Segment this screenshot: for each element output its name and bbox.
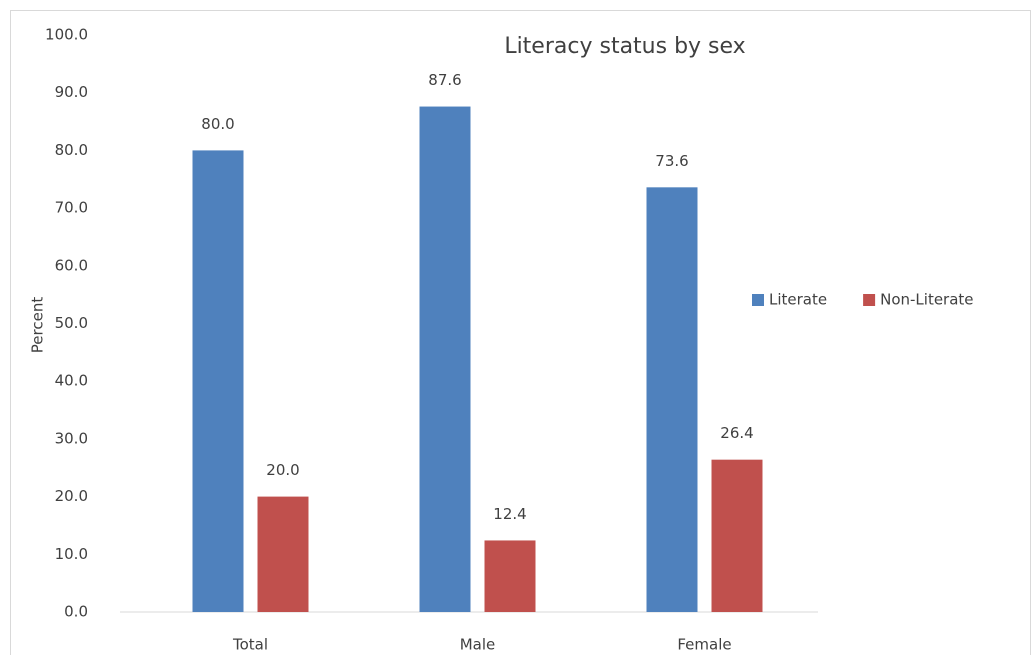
y-tick-label: 60.0 — [55, 256, 88, 274]
legend-label: Non-Literate — [880, 291, 973, 309]
y-tick-label: 10.0 — [55, 545, 88, 563]
x-tick-label: Female — [677, 636, 731, 654]
bar — [484, 540, 536, 612]
legend-label: Literate — [769, 291, 827, 309]
bar — [711, 459, 763, 612]
value-label: 12.4 — [493, 505, 526, 523]
bar — [192, 150, 244, 612]
value-label: 87.6 — [428, 71, 461, 89]
y-tick-label: 90.0 — [55, 83, 88, 101]
y-tick-label: 50.0 — [55, 314, 88, 332]
y-tick-label: 0.0 — [64, 603, 88, 621]
bar — [419, 106, 471, 612]
legend-swatch — [863, 294, 876, 306]
chart-border — [10, 10, 1031, 659]
bar — [646, 187, 698, 612]
value-label: 73.6 — [655, 152, 688, 170]
y-tick-label: 40.0 — [55, 372, 88, 390]
value-label: 80.0 — [201, 115, 234, 133]
y-tick-label: 100.0 — [45, 26, 88, 44]
value-label: 20.0 — [266, 461, 299, 479]
chart-title: Literacy status by sex — [504, 34, 745, 59]
bar — [257, 496, 309, 612]
y-tick-label: 20.0 — [55, 487, 88, 505]
y-tick-label: 80.0 — [55, 141, 88, 159]
x-tick-label: Total — [232, 636, 268, 654]
legend-swatch — [752, 294, 764, 306]
y-tick-label: 30.0 — [55, 429, 88, 447]
value-label: 26.4 — [720, 424, 753, 442]
x-tick-label: Male — [460, 636, 496, 654]
y-tick-label: 70.0 — [55, 199, 88, 217]
y-axis-label: Percent — [29, 297, 47, 354]
